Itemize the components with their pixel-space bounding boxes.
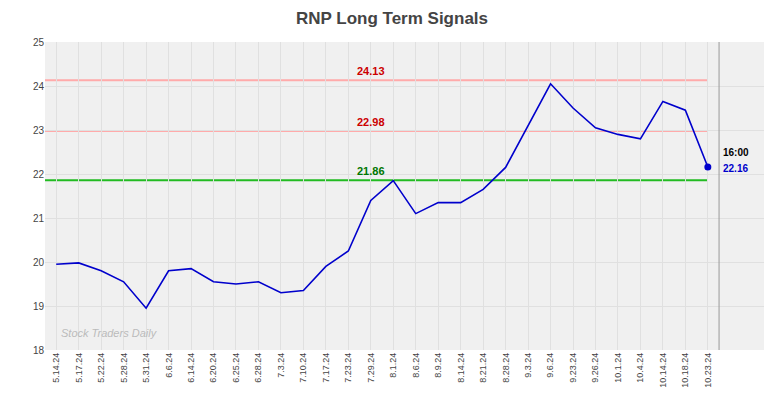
svg-text:20: 20 xyxy=(33,257,45,268)
svg-text:9.26.24: 9.26.24 xyxy=(590,353,600,383)
svg-text:19: 19 xyxy=(33,301,45,312)
svg-text:5.14.24: 5.14.24 xyxy=(51,353,61,383)
svg-text:6.6.24: 6.6.24 xyxy=(164,353,174,378)
svg-text:8.6.24: 8.6.24 xyxy=(411,353,421,378)
svg-text:23: 23 xyxy=(33,125,45,136)
svg-text:7.10.24: 7.10.24 xyxy=(298,353,308,383)
svg-text:25: 25 xyxy=(33,37,45,48)
svg-text:5.31.24: 5.31.24 xyxy=(141,353,151,383)
svg-text:5.22.24: 5.22.24 xyxy=(96,353,106,383)
svg-text:5.17.24: 5.17.24 xyxy=(74,353,84,383)
svg-text:8.28.24: 8.28.24 xyxy=(501,353,511,383)
svg-text:6.28.24: 6.28.24 xyxy=(253,353,263,383)
svg-text:7.29.24: 7.29.24 xyxy=(366,353,376,383)
svg-text:22.98: 22.98 xyxy=(357,116,385,128)
svg-text:9.3.24: 9.3.24 xyxy=(523,353,533,378)
svg-text:10.18.24: 10.18.24 xyxy=(680,353,690,388)
svg-text:8.1.24: 8.1.24 xyxy=(388,353,398,378)
svg-text:24.13: 24.13 xyxy=(357,65,385,77)
svg-text:18: 18 xyxy=(33,345,45,356)
svg-text:6.25.24: 6.25.24 xyxy=(231,353,241,383)
svg-text:10.23.24: 10.23.24 xyxy=(703,353,713,388)
svg-text:16:00: 16:00 xyxy=(723,147,749,158)
svg-text:21: 21 xyxy=(33,213,45,224)
svg-text:6.14.24: 6.14.24 xyxy=(186,353,196,383)
svg-text:22.16: 22.16 xyxy=(723,163,748,174)
svg-text:21.86: 21.86 xyxy=(357,165,385,177)
svg-text:6.20.24: 6.20.24 xyxy=(208,353,218,383)
svg-text:5.28.24: 5.28.24 xyxy=(119,353,129,383)
svg-text:10.1.24: 10.1.24 xyxy=(613,353,623,383)
svg-text:RNP Long Term Signals: RNP Long Term Signals xyxy=(296,9,488,28)
svg-text:9.6.24: 9.6.24 xyxy=(545,353,555,378)
svg-text:24: 24 xyxy=(33,81,45,92)
svg-text:22: 22 xyxy=(33,169,45,180)
svg-text:10.4.24: 10.4.24 xyxy=(635,353,645,383)
svg-text:7.3.24: 7.3.24 xyxy=(276,353,286,378)
svg-text:8.21.24: 8.21.24 xyxy=(478,353,488,383)
svg-text:9.23.24: 9.23.24 xyxy=(568,353,578,383)
svg-text:Stock Traders Daily: Stock Traders Daily xyxy=(61,327,158,339)
svg-text:7.17.24: 7.17.24 xyxy=(321,353,331,383)
svg-text:7.23.24: 7.23.24 xyxy=(343,353,353,383)
svg-text:10.14.24: 10.14.24 xyxy=(658,353,668,388)
svg-text:8.14.24: 8.14.24 xyxy=(456,353,466,383)
svg-text:8.9.24: 8.9.24 xyxy=(433,353,443,378)
